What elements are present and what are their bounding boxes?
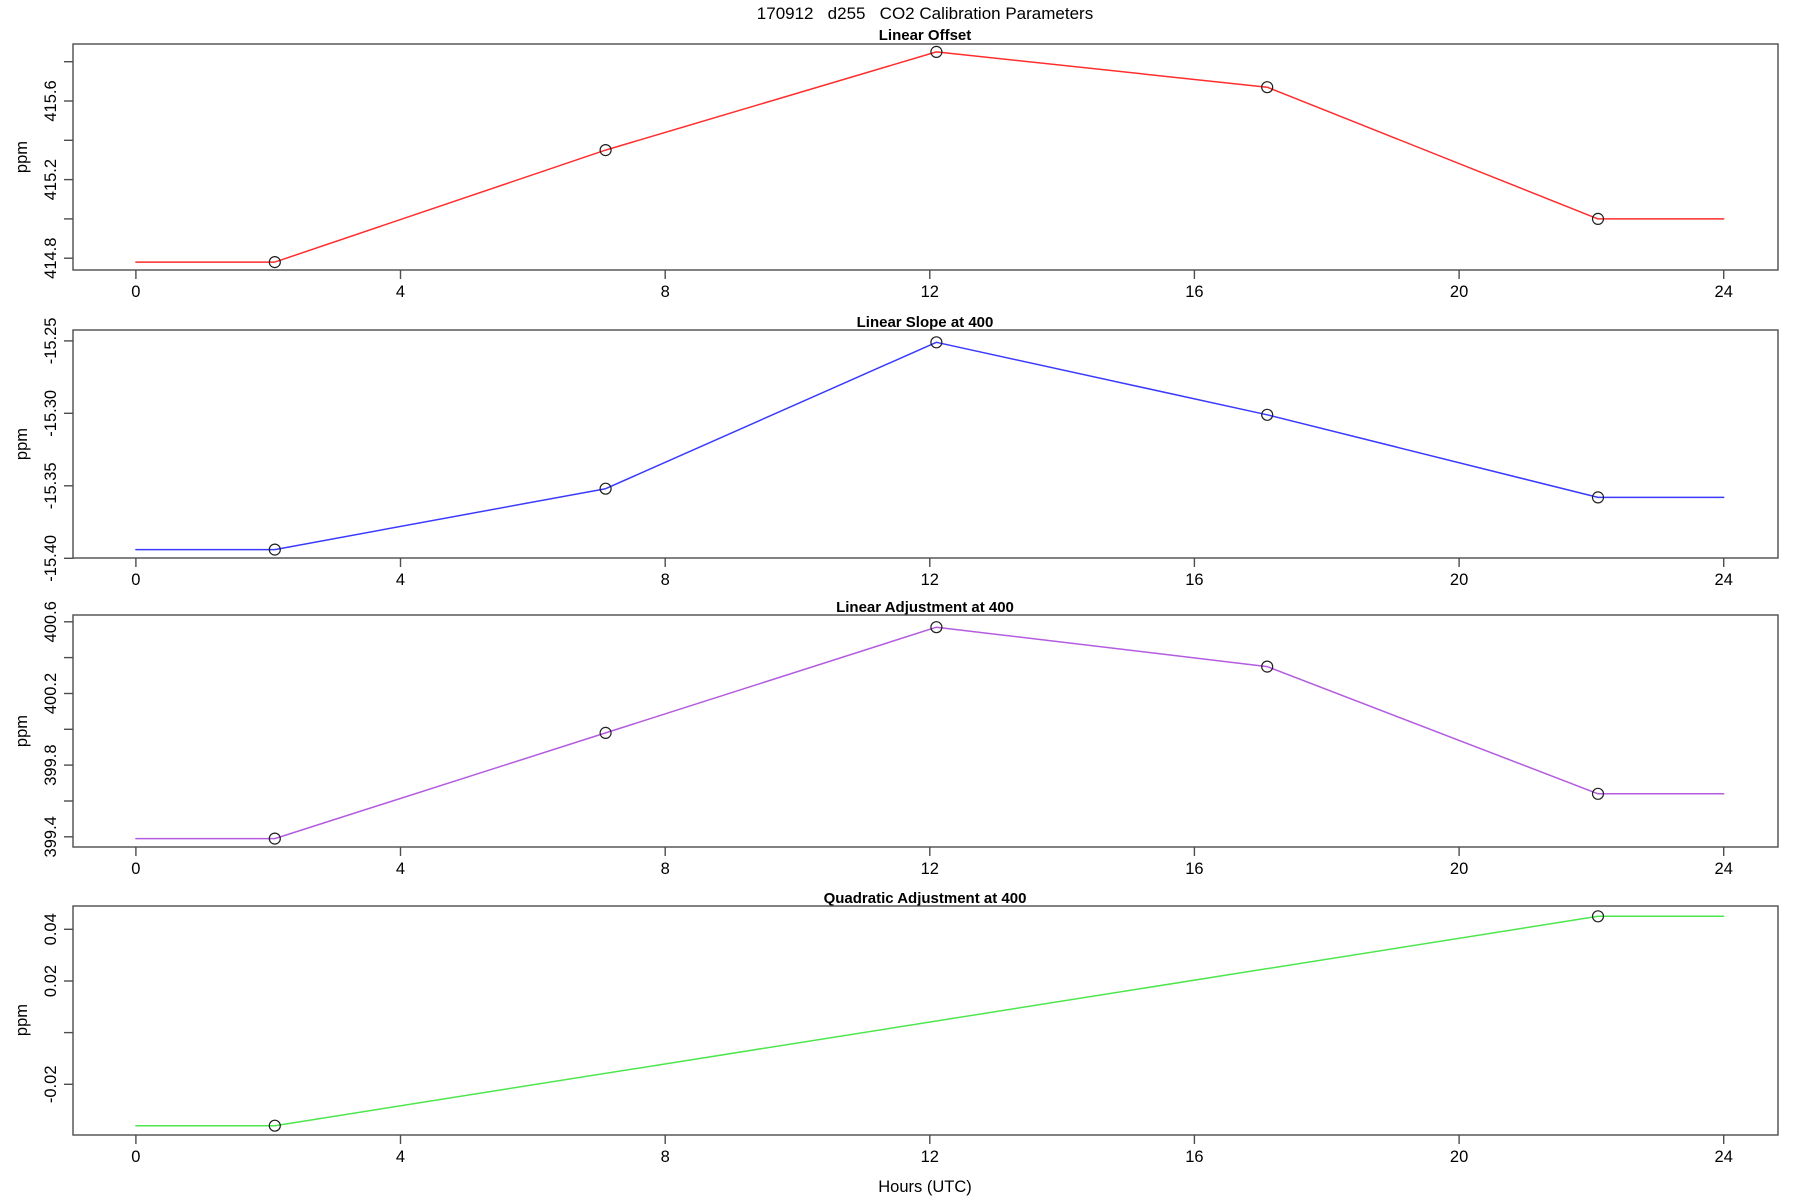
data-point-marker [599, 726, 612, 740]
x-tick-label: 16 [1185, 1148, 1203, 1166]
panel-quadratic-adjustment-at-400: 0 4 8 12 16 20 24 -0.02 0.02 0.04 [42, 905, 1779, 1166]
data-point-marker [930, 621, 943, 634]
data-point-marker [268, 832, 281, 845]
x-tick-label: 8 [661, 283, 670, 301]
panel-title-linear-adjustment: Linear Adjustment at 400 [836, 599, 1014, 616]
x-tick-label: 0 [131, 860, 140, 878]
y-tick-label: 400.6 [42, 601, 60, 642]
y-axis-label-panel-1: ppm [13, 141, 31, 173]
plot-box [72, 43, 1779, 271]
figure-title: 170912 d255 CO2 Calibration Parameters [757, 4, 1093, 23]
plot-box [72, 905, 1779, 1136]
data-point-marker [268, 543, 281, 556]
data-point-marker [1261, 81, 1274, 94]
data-point-marker [1591, 787, 1605, 800]
x-tick-label: 20 [1450, 283, 1468, 301]
panel-linear-adjustment-at-400: 0 4 8 12 16 20 24 399.4 399.8 400.2 400.6 [42, 601, 1779, 878]
x-tick-label: 20 [1450, 1148, 1468, 1166]
y-tick-label: -15.35 [42, 462, 60, 509]
x-tick-label: 4 [396, 571, 405, 589]
plot-box [72, 614, 1779, 848]
y-tick-label: 0.02 [42, 965, 60, 997]
data-point-marker [1261, 660, 1274, 673]
y-tick-label: 414.8 [42, 238, 60, 279]
x-tick-label: 4 [396, 283, 405, 301]
y-tick-label: 0.04 [42, 913, 60, 945]
data-point-marker [268, 256, 281, 269]
y-tick-label: 400.2 [42, 673, 60, 714]
x-tick-label: 12 [921, 571, 939, 589]
data-point-marker [1591, 491, 1605, 504]
data-point-marker [930, 336, 943, 349]
data-line [135, 51, 1725, 263]
data-point-marker [599, 482, 612, 495]
x-tick-label: 20 [1450, 571, 1468, 589]
y-tick-label: -15.30 [42, 390, 60, 437]
data-line [135, 341, 1725, 551]
x-tick-label: 12 [921, 1148, 939, 1166]
x-tick-label: 16 [1185, 860, 1203, 878]
x-tick-label: 4 [396, 860, 405, 878]
y-tick-label: 415.6 [42, 80, 60, 121]
x-tick-label: 24 [1715, 283, 1733, 301]
x-tick-label: 20 [1450, 860, 1468, 878]
x-tick-label: 12 [921, 860, 939, 878]
x-tick-label: 24 [1715, 860, 1733, 878]
x-tick-label: 12 [921, 283, 939, 301]
x-tick-label: 8 [661, 1148, 670, 1166]
y-axis-label-panel-4: ppm [13, 1004, 31, 1036]
data-point-marker [1261, 408, 1274, 421]
x-tick-label: 8 [661, 860, 670, 878]
data-point-marker [1591, 212, 1605, 225]
panel-title-linear-offset: Linear Offset [879, 27, 972, 44]
plot-marks: 0 4 8 12 16 20 24 414.8 415.2 415.6 0 4 8 12 16 20 24 -15… [42, 43, 1779, 1166]
data-line [135, 626, 1725, 840]
x-tick-label: 0 [131, 283, 140, 301]
data-point-marker [1591, 910, 1605, 923]
x-tick-label: 0 [131, 1148, 140, 1166]
panel-linear-offset: 0 4 8 12 16 20 24 414.8 415.2 415.6 [42, 43, 1779, 301]
panel-linear-slope-at-400: 0 4 8 12 16 20 24 -15.40 -15.35 -15.30 -15.25 [42, 318, 1779, 589]
y-tick-label: -15.40 [42, 535, 60, 582]
x-tick-label: 4 [396, 1148, 405, 1166]
data-point-marker [268, 1119, 281, 1132]
data-line [135, 915, 1725, 1127]
x-tick-label: 24 [1715, 571, 1733, 589]
y-tick-label: 415.2 [42, 159, 60, 200]
panel-title-quadratic-adjustment: Quadratic Adjustment at 400 [824, 890, 1027, 907]
x-tick-label: 0 [131, 571, 140, 589]
plot-box [72, 329, 1779, 559]
data-point-marker [930, 45, 943, 59]
x-tick-label: 16 [1185, 283, 1203, 301]
x-tick-label: 8 [661, 571, 670, 589]
x-tick-label: 16 [1185, 571, 1203, 589]
x-tick-label: 24 [1715, 1148, 1733, 1166]
x-axis-label: Hours (UTC) [878, 1178, 972, 1196]
y-axis-label-panel-2: ppm [13, 428, 31, 460]
y-tick-label: -0.02 [42, 1065, 60, 1103]
y-tick-label: 399.4 [42, 816, 60, 857]
y-axis-label-panel-3: ppm [13, 715, 31, 747]
y-tick-label: -15.25 [42, 318, 60, 365]
panel-title-linear-slope: Linear Slope at 400 [857, 314, 994, 331]
y-tick-label: 399.8 [42, 744, 60, 785]
data-point-marker [599, 144, 612, 157]
